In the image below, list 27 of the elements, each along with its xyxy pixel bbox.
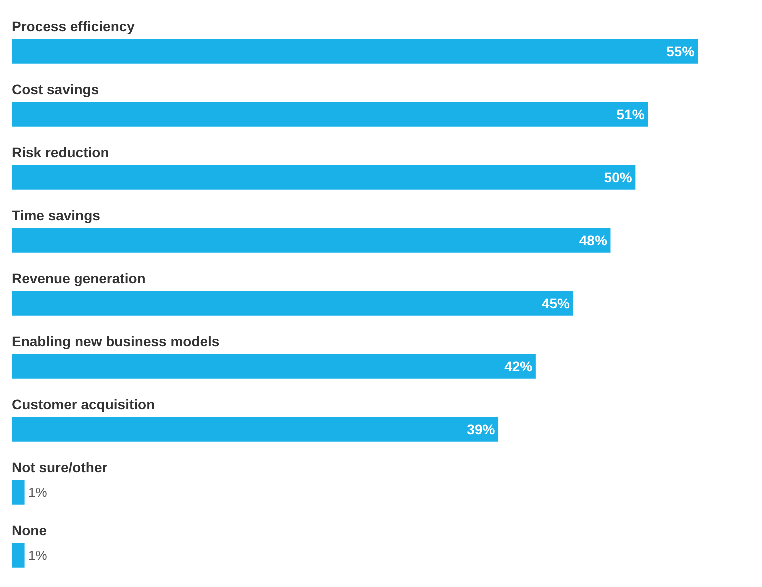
bar [12,228,611,253]
data-label: 39% [467,421,496,438]
data-label: 1% [28,548,48,564]
y-tick-label: Enabling new business models [12,333,220,350]
bar [12,291,574,316]
bar [12,543,25,568]
bar [12,39,698,64]
bar [12,480,25,505]
y-tick-label: Cost savings [12,81,100,98]
data-label: 1% [28,485,48,500]
bar [12,165,636,190]
data-label: 42% [504,358,534,374]
y-tick-label: Customer acquisition [12,396,156,412]
y-tick-label: Not sure/other [12,459,108,476]
y-tick-label: Risk reduction [12,144,110,160]
y-tick-label: Time savings [12,207,101,224]
data-label: 48% [579,232,608,248]
data-label: 55% [666,43,696,60]
y-tick-label: Revenue generation [12,270,146,286]
bar [12,417,499,442]
data-label: 45% [542,295,571,312]
data-label: 51% [616,106,646,122]
bar [12,102,648,127]
bar [12,354,536,379]
y-tick-label: None [12,522,48,538]
y-tick-label: Process efficiency [12,18,136,34]
data-label: 50% [604,169,633,186]
